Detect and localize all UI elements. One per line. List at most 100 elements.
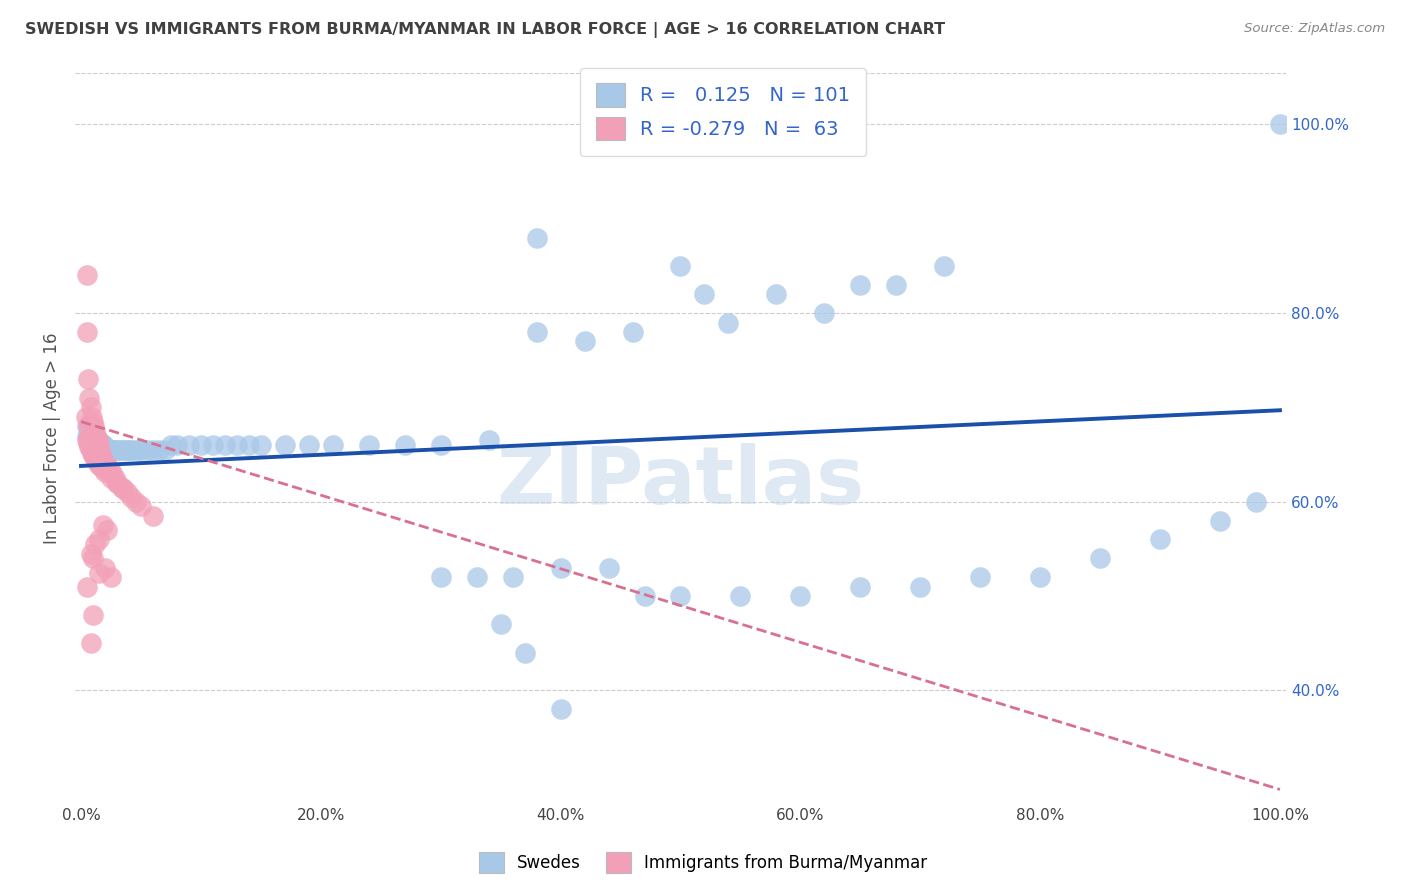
Point: [103, 442, 125, 457]
Point: [87, 438, 110, 452]
Point: [111, 481, 134, 495]
Point: [91, 441, 114, 455]
Point: [250, 438, 273, 452]
Point: [84, 452, 107, 467]
Point: [96, 442, 118, 457]
Point: [82, 448, 104, 462]
Point: [669, 259, 692, 273]
Point: [96, 458, 118, 473]
Point: [128, 442, 150, 457]
Point: [87, 435, 110, 450]
Point: [80, 446, 103, 460]
Point: [82, 431, 104, 445]
Point: [91, 461, 114, 475]
Point: [75, 409, 97, 424]
Point: [142, 508, 165, 523]
Point: [79, 434, 101, 448]
Point: [730, 589, 752, 603]
Point: [550, 561, 572, 575]
Point: [813, 306, 835, 320]
Point: [76, 268, 98, 283]
Point: [86, 431, 108, 445]
Point: [87, 438, 110, 452]
Point: [91, 452, 114, 467]
Point: [89, 435, 111, 450]
Point: [190, 438, 212, 452]
Point: [214, 438, 236, 452]
Point: [79, 424, 101, 438]
Point: [101, 467, 124, 481]
Point: [357, 438, 380, 452]
Point: [105, 475, 128, 490]
Point: [849, 277, 872, 292]
Point: [94, 457, 117, 471]
Point: [513, 646, 536, 660]
Point: [87, 434, 110, 448]
Point: [84, 424, 107, 438]
Point: [489, 617, 512, 632]
Point: [142, 442, 165, 457]
Point: [100, 471, 122, 485]
Point: [76, 325, 98, 339]
Point: [83, 431, 105, 445]
Point: [765, 287, 787, 301]
Point: [166, 438, 188, 452]
Point: [79, 431, 101, 445]
Point: [1268, 117, 1291, 131]
Point: [86, 434, 108, 448]
Point: [526, 325, 548, 339]
Point: [82, 415, 104, 429]
Point: [550, 702, 572, 716]
Point: [103, 442, 125, 457]
Point: [429, 438, 451, 452]
Point: [94, 442, 117, 457]
Point: [79, 440, 101, 454]
Point: [108, 442, 131, 457]
Point: [633, 589, 655, 603]
Point: [87, 457, 110, 471]
Point: [79, 391, 101, 405]
Point: [100, 442, 122, 457]
Point: [669, 589, 692, 603]
Point: [77, 436, 100, 450]
Point: [153, 442, 176, 457]
Point: [717, 316, 740, 330]
Point: [84, 435, 107, 450]
Point: [111, 442, 134, 457]
Point: [621, 325, 644, 339]
Point: [82, 607, 104, 622]
Point: [1209, 514, 1232, 528]
Point: [87, 533, 110, 547]
Point: [322, 438, 344, 452]
Point: [502, 570, 524, 584]
Point: [238, 438, 260, 452]
Point: [1244, 495, 1267, 509]
Point: [87, 455, 110, 469]
Point: [77, 419, 100, 434]
Point: [1029, 570, 1052, 584]
Point: [274, 438, 297, 452]
Point: [86, 438, 108, 452]
Point: [80, 409, 103, 424]
Point: [574, 334, 596, 349]
Point: [1088, 551, 1111, 566]
Point: [1149, 533, 1171, 547]
Point: [87, 566, 110, 580]
Point: [91, 438, 114, 452]
Point: [83, 448, 105, 462]
Point: [120, 442, 142, 457]
Point: [849, 580, 872, 594]
Point: [93, 438, 115, 452]
Point: [100, 570, 122, 584]
Point: [79, 442, 101, 457]
Point: [94, 561, 117, 575]
Point: [84, 537, 107, 551]
Point: [91, 518, 114, 533]
Point: [94, 465, 117, 479]
Point: [76, 419, 98, 434]
Point: [105, 475, 128, 490]
Point: [465, 570, 488, 584]
Point: [97, 442, 120, 457]
Text: ZIPatlas: ZIPatlas: [496, 443, 865, 521]
Point: [115, 442, 138, 457]
